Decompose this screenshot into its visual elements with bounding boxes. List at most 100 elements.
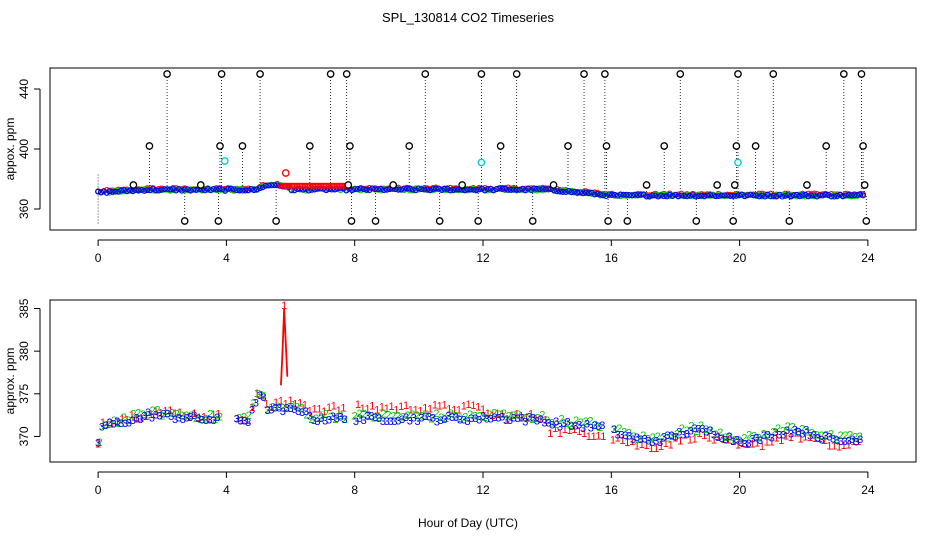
blue-series-mark: 3 bbox=[295, 406, 301, 418]
blue-channel-point bbox=[409, 186, 416, 193]
blue-series-mark: 3 bbox=[788, 428, 794, 440]
green-series-mark: 2 bbox=[578, 417, 584, 429]
black-extremes-point bbox=[859, 142, 867, 150]
red-series-mark: 1 bbox=[422, 403, 428, 415]
green-series-mark: 2 bbox=[366, 411, 372, 423]
blue-channel-point bbox=[490, 187, 497, 194]
blue-series-mark: 3 bbox=[842, 436, 848, 448]
red-series-mark: 1 bbox=[855, 436, 861, 448]
red-series-mark: 1 bbox=[552, 423, 558, 435]
green-series-mark: 2 bbox=[583, 416, 589, 428]
x-tick-label: 0 bbox=[95, 251, 102, 265]
red-series-mark: 1 bbox=[408, 404, 414, 416]
red-series-mark: 1 bbox=[446, 403, 452, 415]
green-series-mark: 2 bbox=[635, 434, 641, 446]
red-series-mark: 1 bbox=[567, 425, 573, 437]
blue-series-mark: 3 bbox=[276, 402, 282, 414]
blue-channel-point bbox=[181, 186, 188, 193]
blue-series-mark: 3 bbox=[430, 413, 436, 425]
blue-series-mark: 3 bbox=[249, 404, 255, 416]
blue-channel-point bbox=[124, 188, 130, 195]
blue-series-mark: 3 bbox=[542, 418, 548, 430]
blue-channel-point bbox=[837, 191, 843, 198]
blue-channel-point bbox=[724, 192, 731, 199]
blue-channel-point bbox=[98, 189, 104, 196]
blue-series-mark: 3 bbox=[669, 430, 675, 442]
blue-channel-point bbox=[219, 186, 226, 193]
y-tick-label: 375 bbox=[17, 383, 31, 403]
green-series-mark: 2 bbox=[318, 412, 324, 424]
blue-channel-point bbox=[738, 191, 745, 198]
blue-series-mark: 3 bbox=[642, 434, 648, 446]
blue-series-mark: 3 bbox=[160, 409, 166, 421]
blue-channel-point bbox=[349, 187, 356, 194]
blue-channel-point bbox=[106, 188, 113, 195]
blue-series-mark: 3 bbox=[403, 412, 409, 424]
black-extremes-point bbox=[214, 217, 223, 225]
green-series-mark: 2 bbox=[794, 426, 800, 438]
x-tick-label: 8 bbox=[351, 251, 358, 265]
blue-series-mark: 3 bbox=[592, 420, 598, 432]
blue-series-mark: 3 bbox=[318, 413, 324, 425]
black-extremes-point bbox=[751, 142, 760, 150]
blue-channel-point bbox=[271, 182, 278, 189]
green-series-mark: 2 bbox=[804, 426, 810, 438]
x-tick-label: 8 bbox=[351, 483, 358, 497]
blue-channel-point bbox=[721, 192, 728, 199]
blue-series-mark: 3 bbox=[372, 412, 378, 424]
blue-channel-point bbox=[187, 187, 194, 194]
black-extremes-point bbox=[326, 70, 335, 78]
black-extremes-point bbox=[601, 70, 609, 78]
blue-channel-point bbox=[533, 186, 540, 192]
blue-channel-point bbox=[782, 192, 789, 199]
blue-channel-point bbox=[839, 193, 846, 200]
red-series-mark: 1 bbox=[186, 412, 192, 424]
red-series-mark: 1 bbox=[138, 413, 144, 425]
red-series-mark: 1 bbox=[692, 434, 698, 446]
green-series-mark: 2 bbox=[626, 427, 632, 439]
green-series-mark: 2 bbox=[212, 414, 218, 426]
red-series-mark: 1 bbox=[480, 404, 486, 416]
blue-channel-point bbox=[753, 192, 760, 199]
green-series-mark: 2 bbox=[568, 420, 574, 432]
blue-channel-point bbox=[591, 191, 598, 198]
blue-channel-point bbox=[799, 192, 806, 199]
blue-channel-point bbox=[733, 193, 740, 199]
blue-channel-point bbox=[825, 192, 832, 198]
blue-channel-point bbox=[152, 187, 159, 194]
red-series-mark: 1 bbox=[389, 401, 395, 413]
red-series-mark: 1 bbox=[398, 401, 404, 413]
black-extremes-point bbox=[129, 181, 138, 189]
blue-series-mark: 3 bbox=[676, 427, 682, 439]
red-series-mark: 1 bbox=[629, 436, 635, 448]
blue-series-mark: 3 bbox=[145, 407, 151, 419]
blue-series-mark: 3 bbox=[853, 436, 859, 448]
green-series-mark: 2 bbox=[409, 409, 415, 421]
blue-channel-point bbox=[834, 192, 841, 199]
red-series-mark: 1 bbox=[427, 404, 433, 416]
green-series-mark: 2 bbox=[169, 408, 175, 420]
blue-series-mark: 3 bbox=[776, 430, 782, 442]
blue-channel-point bbox=[528, 187, 535, 194]
blue-series-mark: 3 bbox=[176, 412, 182, 424]
green-series-mark: 2 bbox=[746, 430, 752, 442]
blue-channel-point bbox=[545, 185, 552, 192]
blue-channel-point bbox=[190, 186, 197, 193]
blue-channel-point bbox=[207, 187, 214, 194]
green-series-mark: 2 bbox=[414, 410, 420, 422]
green-series-mark: 2 bbox=[525, 413, 531, 425]
green-series-mark: 2 bbox=[732, 435, 738, 447]
blue-series-mark: 3 bbox=[661, 431, 667, 443]
green-series-mark: 2 bbox=[188, 410, 194, 422]
red-series-mark: 1 bbox=[778, 435, 784, 447]
green-series-mark: 2 bbox=[818, 430, 824, 442]
red-series-mark: 1 bbox=[466, 399, 472, 411]
red-series-mark: 1 bbox=[451, 404, 457, 416]
blue-series-mark: 3 bbox=[465, 416, 471, 428]
red-series-mark: 1 bbox=[100, 417, 106, 429]
red-series-mark: 1 bbox=[143, 411, 149, 423]
green-series-mark: 2 bbox=[381, 408, 387, 420]
green-channel-point bbox=[802, 193, 809, 200]
black-extremes-point bbox=[803, 181, 811, 189]
green-series-mark: 2 bbox=[684, 425, 690, 437]
